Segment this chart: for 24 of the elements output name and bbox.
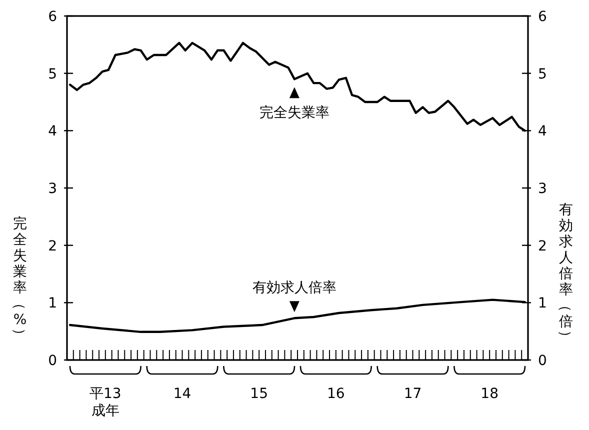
annotation: 完全失業率: [259, 105, 330, 122]
x-tick-label: 平13 成年: [90, 386, 122, 419]
x-tick-label: 17: [404, 386, 422, 402]
x-tick-label: 15: [250, 386, 268, 402]
annotation: 有効求人倍率: [252, 280, 336, 296]
y-tick-label: 0: [48, 353, 57, 369]
y-tick-label: 3: [48, 181, 57, 197]
text: 有効求人倍率（倍）: [557, 202, 573, 344]
x-tick-label: 18: [480, 386, 498, 402]
y2-tick-label: 3: [538, 181, 547, 197]
y2-tick-label: 5: [538, 66, 547, 82]
y2-tick-label: 6: [538, 9, 547, 25]
y2-tick-label: 4: [538, 124, 547, 140]
y-tick-label: 4: [48, 124, 58, 140]
y-tick-label: 5: [48, 66, 57, 82]
y2-tick-label: 2: [538, 238, 547, 254]
y-axis-title: 完全失業率（%）: [11, 216, 27, 342]
x-tick-label: 14: [173, 386, 192, 402]
y2-tick-label: 0: [538, 353, 547, 369]
y-tick-label: 2: [48, 238, 57, 254]
y-tick-label: 1: [48, 296, 57, 312]
x-tick-label: 16: [327, 386, 345, 402]
y-tick-label: 6: [48, 9, 58, 25]
y2-tick-label: 1: [538, 296, 547, 312]
